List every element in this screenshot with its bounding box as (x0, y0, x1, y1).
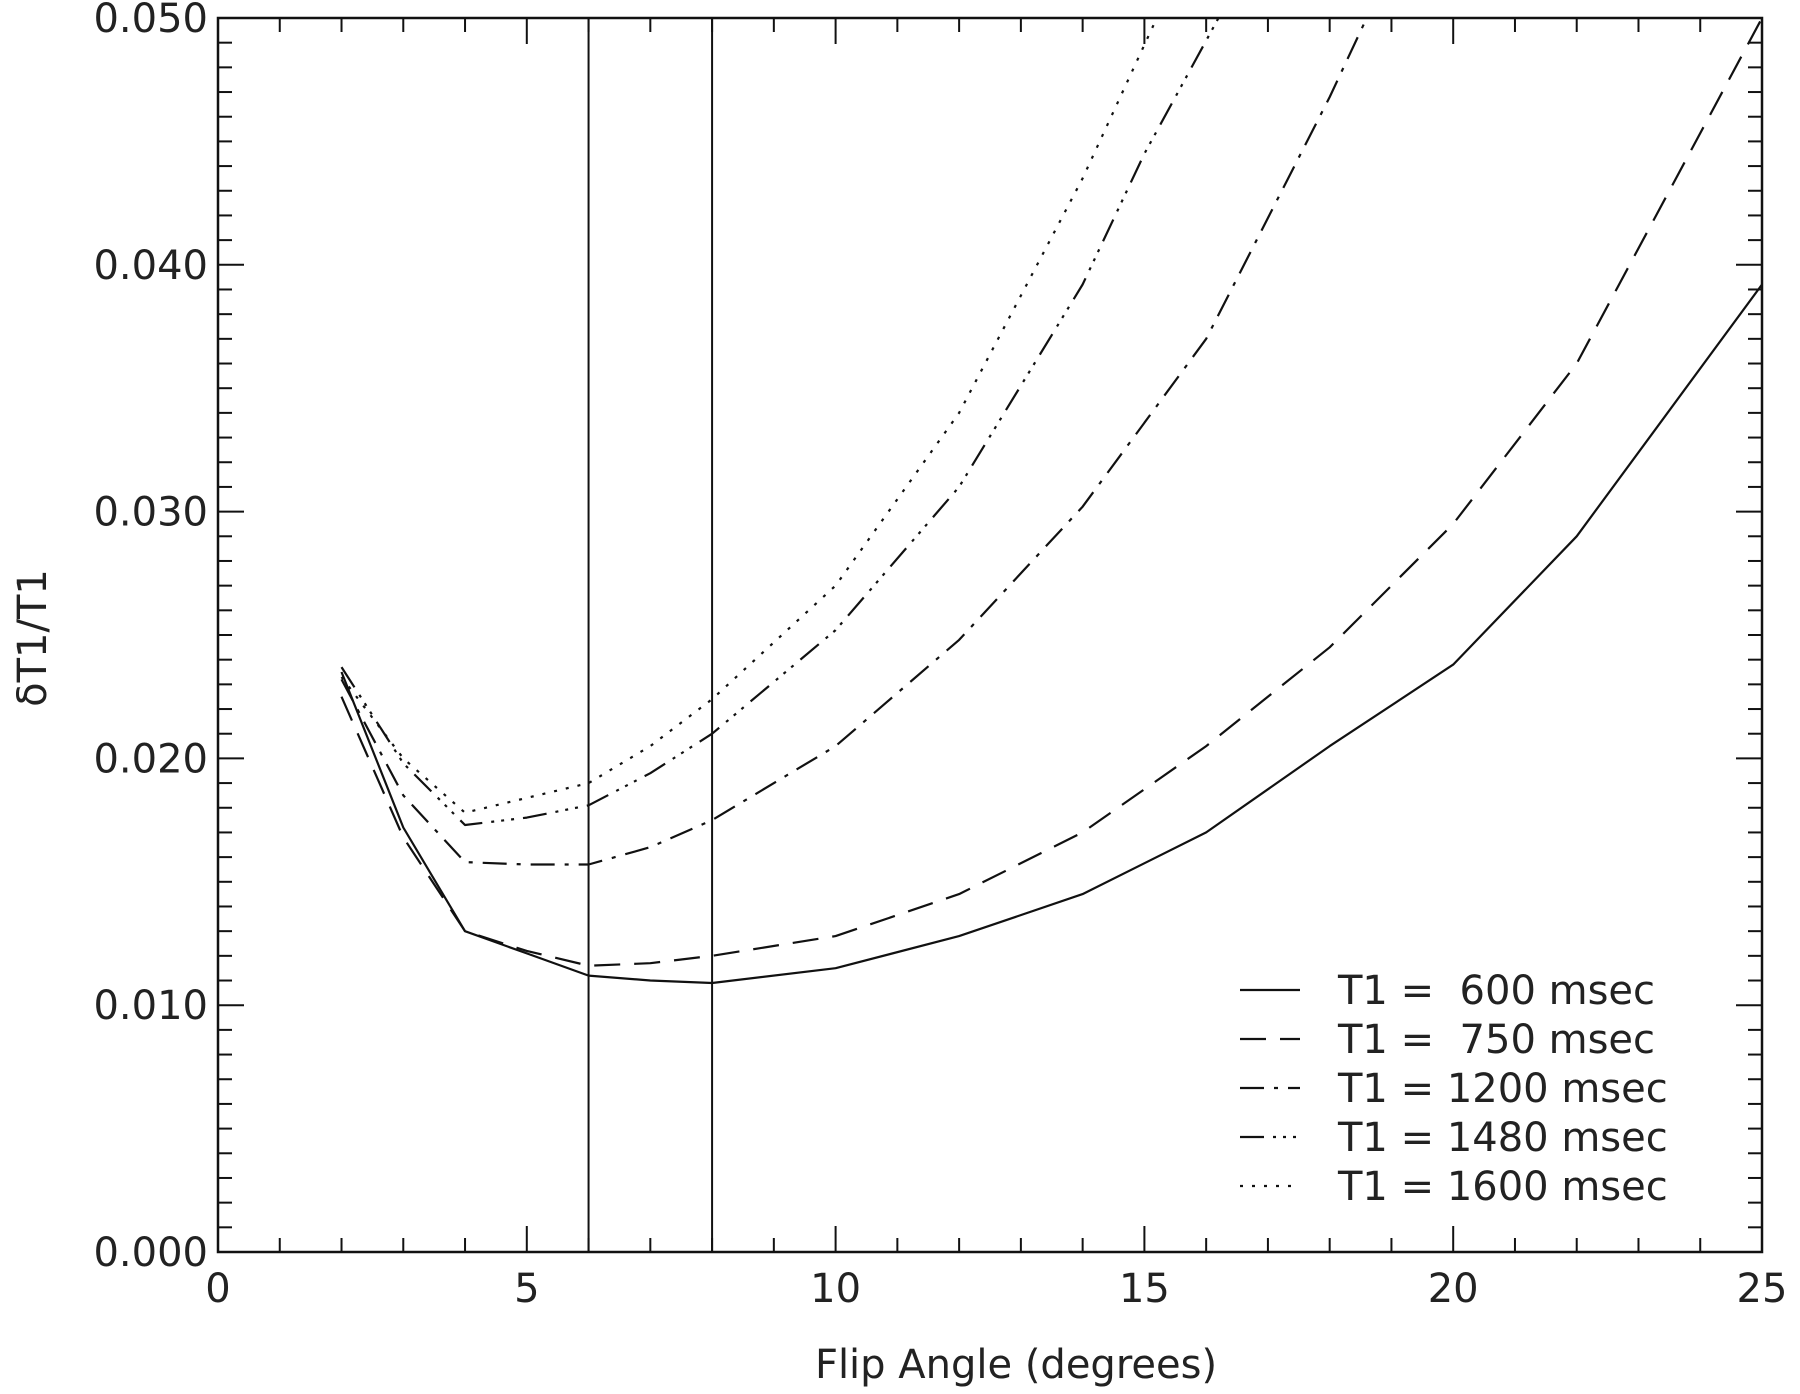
y-tick-label: 0.020 (93, 736, 208, 782)
y-tick-label: 0.040 (93, 243, 208, 289)
plot-area: 0 5 10 15 20 25 0.000 0.010 0.020 0.030 0.040 0.050… (93, 0, 1787, 1312)
legend-label-3: T1 = 1200 msec (1337, 1066, 1668, 1112)
legend-label-1: T1 = 600 msec (1337, 968, 1655, 1014)
plot-frame (216, 16, 1764, 1254)
x-tick-label: 25 (1737, 1266, 1788, 1312)
x-tick-label: 5 (514, 1266, 539, 1312)
series-line-4 (340, 18, 1220, 827)
series-group (340, 18, 1762, 985)
y-tick-label: 0.030 (93, 490, 208, 536)
legend-label-5: T1 = 1600 msec (1337, 1164, 1668, 1210)
series-line-5 (340, 18, 1158, 814)
y-tick-label: 0.000 (93, 1230, 208, 1276)
y-tick-label: 0.010 (93, 983, 208, 1029)
x-tick-label: 20 (1428, 1266, 1479, 1312)
y-axis-label: δT1/T1 (10, 569, 56, 707)
x-tick-label: 0 (205, 1266, 230, 1312)
x-tick-label: 10 (810, 1266, 861, 1312)
series-line-3 (340, 18, 1368, 866)
x-tick-label: 15 (1119, 1266, 1170, 1312)
y-tick-label: 0.050 (93, 0, 208, 42)
series-line-2 (340, 18, 1762, 967)
x-axis-label: Flip Angle (degrees) (815, 1342, 1217, 1388)
legend-label-2: T1 = 750 msec (1337, 1017, 1655, 1063)
legend-label-4: T1 = 1480 msec (1337, 1115, 1668, 1161)
